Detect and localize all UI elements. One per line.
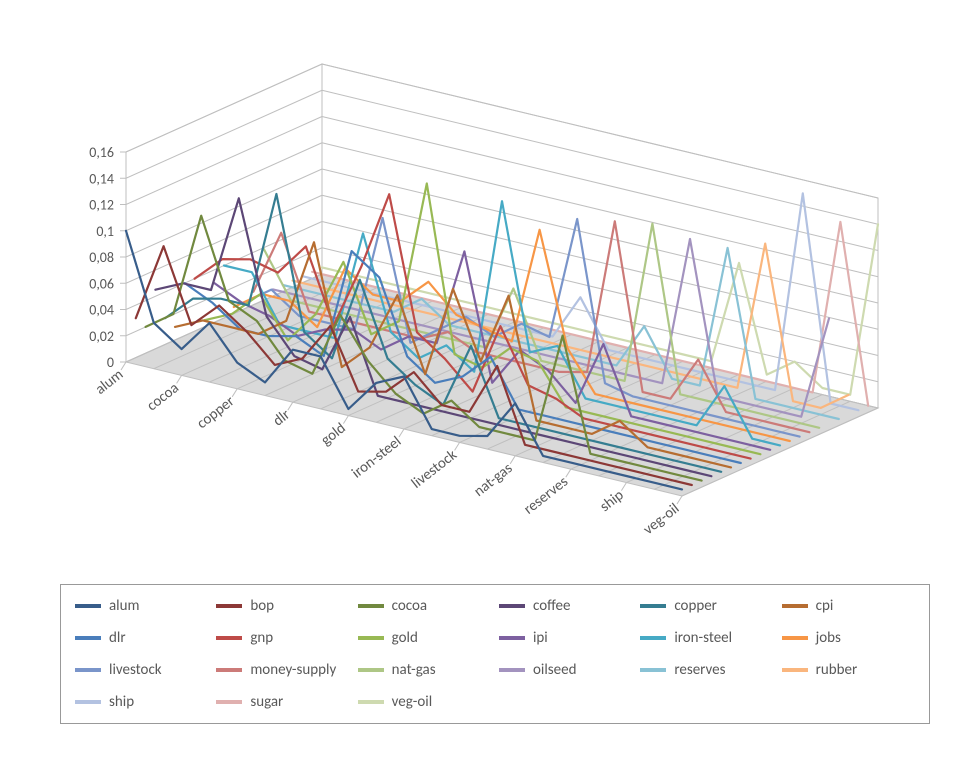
legend-swatch	[358, 604, 384, 608]
legend-label: iron-steel	[674, 629, 732, 647]
legend-label: ipi	[533, 629, 548, 647]
legend-item-ship: ship	[75, 693, 208, 711]
legend-item-dlr: dlr	[75, 629, 208, 647]
x-tick-label: iron-steel	[348, 433, 405, 483]
legend-swatch	[75, 700, 101, 704]
x-tick-label: livestock	[408, 446, 461, 493]
legend: alum bop cocoa coffee copper cpi dlr gnp gold ipi…	[60, 584, 930, 724]
legend-swatch	[216, 700, 242, 704]
legend-swatch	[75, 636, 101, 640]
x-tick-label: reserves	[520, 473, 571, 519]
legend-item-ipi: ipi	[499, 629, 632, 647]
legend-item-cpi: cpi	[782, 597, 915, 615]
legend-item-alum: alum	[75, 597, 208, 615]
legend-label: gnp	[250, 629, 273, 647]
legend-label: sugar	[250, 693, 283, 711]
legend-label: oilseed	[533, 661, 576, 679]
legend-item-coffee: coffee	[499, 597, 632, 615]
x-tick-label: alum	[92, 366, 127, 399]
legend-item-rubber: rubber	[782, 661, 915, 679]
x-tick-label: cocoa	[144, 379, 183, 415]
legend-label: money-supply	[250, 661, 336, 679]
y-tick-label: 0,08	[89, 249, 114, 266]
x-tick-label: veg-oil	[640, 500, 683, 539]
legend-item-reserves: reserves	[640, 661, 773, 679]
x-tick-label: copper	[194, 393, 239, 433]
legend-swatch	[216, 604, 242, 608]
y-tick-label: 0,12	[89, 197, 114, 214]
legend-label: dlr	[109, 629, 126, 647]
legend-swatch	[216, 668, 242, 672]
legend-swatch	[499, 636, 525, 640]
x-tick-label: ship	[597, 486, 628, 516]
legend-label: copper	[674, 597, 717, 615]
legend-item-sugar: sugar	[216, 693, 349, 711]
legend-item-copper: copper	[640, 597, 773, 615]
y-tick-labels: 00,020,040,060,080,10,120,140,16	[89, 144, 114, 371]
legend-swatch	[75, 604, 101, 608]
y-tick-label: 0,04	[89, 302, 114, 319]
y-tick-label: 0,06	[89, 275, 114, 292]
legend-item-livestock: livestock	[75, 661, 208, 679]
legend-swatch	[216, 636, 242, 640]
legend-swatch	[782, 668, 808, 672]
legend-label: coffee	[533, 597, 570, 615]
legend-swatch	[640, 604, 666, 608]
legend-item-jobs: jobs	[782, 629, 915, 647]
legend-label: rubber	[816, 661, 858, 679]
legend-label: livestock	[109, 661, 162, 679]
x-tick-label: gold	[318, 419, 350, 449]
legend-item-nat-gas: nat-gas	[358, 661, 491, 679]
legend-item-iron-steel: iron-steel	[640, 629, 773, 647]
legend-label: ship	[109, 693, 134, 711]
legend-label: jobs	[816, 629, 841, 647]
legend-swatch	[499, 668, 525, 672]
legend-label: gold	[392, 629, 418, 647]
x-tick-label: dlr	[270, 406, 294, 430]
legend-swatch	[640, 636, 666, 640]
legend-item-money-supply: money-supply	[216, 661, 349, 679]
legend-swatch	[640, 668, 666, 672]
legend-swatch	[358, 636, 384, 640]
chart-3d-line: 00,020,040,060,080,10,120,140,16alumcoco…	[0, 0, 980, 580]
legend-swatch	[782, 604, 808, 608]
legend-swatch	[75, 668, 101, 672]
legend-item-cocoa: cocoa	[358, 597, 491, 615]
y-tick-label: 0,1	[96, 223, 114, 240]
legend-label: cocoa	[392, 597, 427, 615]
legend-swatch	[358, 668, 384, 672]
legend-label: cpi	[816, 597, 834, 615]
legend-label: reserves	[674, 661, 725, 679]
legend-label: nat-gas	[392, 661, 436, 679]
legend-swatch	[782, 636, 808, 640]
x-tick-label: nat-gas	[471, 459, 517, 500]
legend-item-gnp: gnp	[216, 629, 349, 647]
legend-label: bop	[250, 597, 274, 615]
legend-item-bop: bop	[216, 597, 349, 615]
legend-item-gold: gold	[358, 629, 491, 647]
legend-label: alum	[109, 597, 140, 615]
legend-item-oilseed: oilseed	[499, 661, 632, 679]
legend-swatch	[358, 700, 384, 704]
legend-swatch	[499, 604, 525, 608]
y-tick-label: 0,02	[89, 328, 114, 345]
legend-label: veg-oil	[392, 693, 433, 711]
legend-item-veg-oil: veg-oil	[358, 693, 491, 711]
y-tick-label: 0,16	[89, 144, 114, 161]
y-tick-label: 0,14	[89, 170, 114, 187]
